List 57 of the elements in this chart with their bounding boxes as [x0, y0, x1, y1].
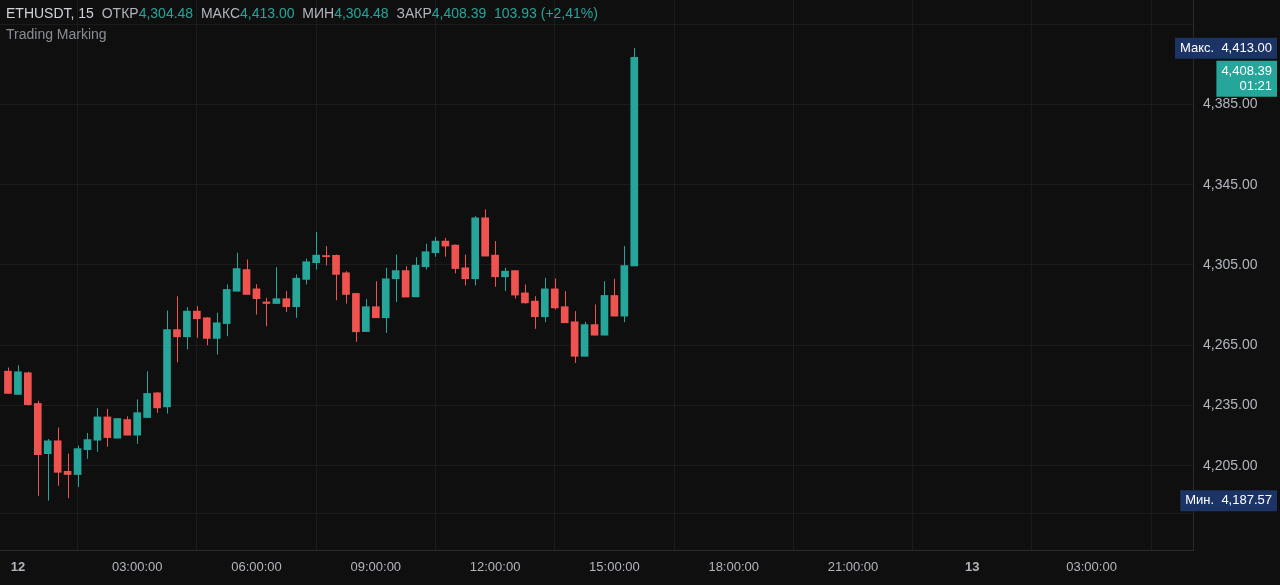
annotation: Trading Marking [6, 26, 108, 42]
chart-subtitle: ОТКР4,304.48 МАКС4,413.00 МИН4,304.48 ЗАКР4,408.39 103.93 (+2,41%) [101, 5, 598, 21]
candlestick [531, 295, 539, 330]
candlestick [312, 231, 320, 271]
candlestick [63, 453, 72, 499]
candlestick [332, 254, 340, 301]
x-tick-label: 21:00:00 [827, 559, 879, 575]
candlestick [133, 398, 142, 445]
candlestick [590, 304, 599, 336]
candlestick [123, 415, 132, 436]
candlestick [153, 391, 161, 414]
text: 4,408.39 01:21 [1221, 62, 1272, 93]
x-tick-label: 09:00:00 [350, 559, 402, 575]
y-tick-label: 4,345.00 [1203, 175, 1258, 192]
candlestick [193, 305, 201, 339]
x-tick-label: 03:00:00 [111, 559, 163, 575]
candlestick [421, 243, 430, 271]
y-tick-label: 4,385.00 [1203, 95, 1258, 112]
y-tick-label: 4,305.00 [1203, 255, 1258, 272]
x-tick-label: 13 [965, 559, 980, 575]
candlestick [272, 266, 281, 304]
candlestick [83, 432, 92, 460]
candlestick [173, 295, 181, 363]
candlestick [282, 290, 291, 313]
candlestick [302, 258, 311, 285]
candlestick [521, 283, 529, 304]
candlestick [371, 280, 380, 319]
x-tick-label: 06:00:00 [231, 559, 282, 575]
candlestick [212, 312, 221, 355]
x-tick-label: 12 [10, 559, 26, 575]
candlestick [103, 408, 112, 448]
candlestick [113, 418, 122, 439]
candlestick [43, 438, 52, 502]
x-tick-label: 12:00:00 [469, 559, 521, 575]
candlestick [550, 277, 559, 311]
x-tick-label: 15:00:00 [589, 559, 640, 575]
candlestick [342, 270, 350, 304]
candlestick [322, 245, 330, 267]
candlestick [391, 254, 400, 303]
candlestick [4, 367, 12, 394]
candlestick [610, 278, 619, 317]
candlestick [93, 407, 102, 453]
candlestick [232, 252, 241, 292]
y-tick-label: 4,205.00 [1203, 456, 1258, 473]
candlestick [491, 240, 499, 288]
candlestick [202, 316, 211, 346]
candlestick [461, 254, 470, 286]
candlestick [560, 290, 569, 324]
candlestick [501, 267, 509, 292]
y-tick-label: 4,235.00 [1203, 396, 1258, 413]
annotation: Макс. 4,413.00 [1180, 39, 1272, 55]
x-tick-label: 03:00:00 [1066, 559, 1117, 575]
x-tick-label: 18:00:00 [708, 559, 759, 575]
y-tick-label: 4,265.00 [1203, 336, 1258, 353]
annotation: Мин. 4,187.57 [1185, 492, 1272, 508]
chart-title: ETHUSDT, 15 [6, 5, 95, 21]
candlestick [14, 364, 22, 395]
